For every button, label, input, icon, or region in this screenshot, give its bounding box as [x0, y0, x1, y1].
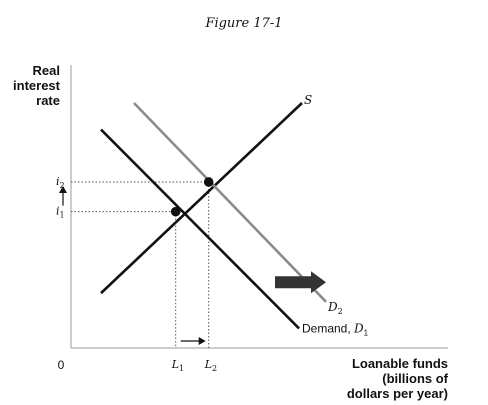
x-axis-label: Loanable funds (billions of dollars per …	[347, 356, 449, 401]
x-axis-label-line-1: Loanable funds	[352, 356, 448, 371]
y-axis-label: Real interest rate	[13, 63, 61, 108]
demand-curve-d2	[133, 102, 327, 303]
demand-shift-arrow	[275, 271, 326, 294]
y-axis-label-line-2: interest	[13, 78, 61, 93]
y-tick-i1: i1	[56, 205, 65, 220]
x-tick-L1: L1	[171, 358, 184, 373]
chart-title: Figure 17-1	[204, 16, 282, 31]
funds-increase-arrow-head	[198, 337, 206, 345]
curve-label-d2: D2	[327, 300, 343, 316]
curve-label-s: S	[304, 93, 312, 107]
x-tick-L2: L2	[204, 358, 217, 373]
y-axis-label-line-3: rate	[36, 93, 60, 108]
demand-curve-d1	[100, 128, 300, 330]
y-axis-label-line-1: Real	[33, 63, 60, 78]
curve-label-demand-d1: Demand, D1	[302, 321, 369, 337]
x-axis-label-line-3: dollars per year)	[347, 386, 448, 401]
plot-area: i2 i1 L1 L2 S D2 Demand, D1	[56, 93, 369, 373]
x-axis-label-line-2: (billions of	[382, 371, 448, 386]
equilibrium-point-2	[203, 177, 214, 187]
origin-label: 0	[58, 358, 65, 372]
supply-curve-s	[100, 102, 303, 295]
interest-rise-arrow-head	[59, 185, 67, 193]
y-tick-i2: i2	[56, 175, 65, 190]
equilibrium-point-1	[170, 206, 181, 217]
